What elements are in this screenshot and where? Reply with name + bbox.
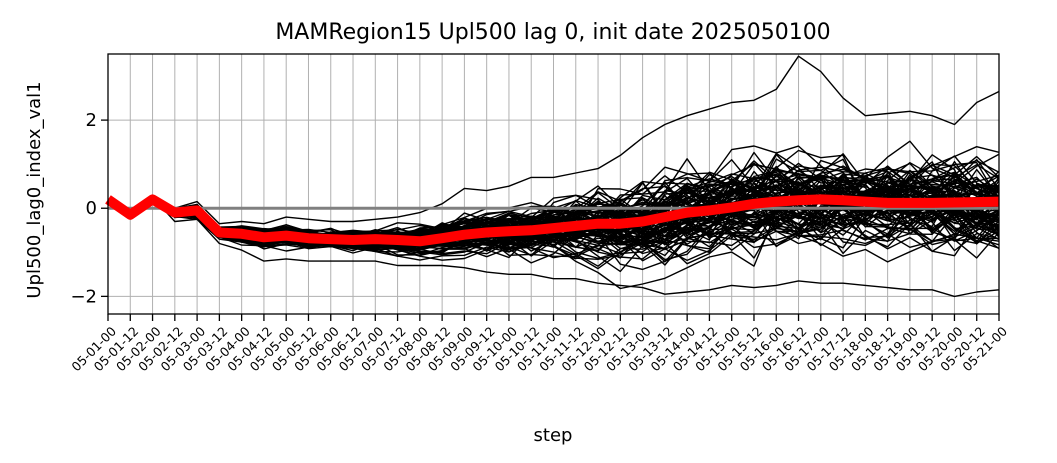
y-axis-label: Upl500_lag0_index_val1 bbox=[24, 81, 45, 298]
ensemble-member-line bbox=[107, 186, 1000, 259]
y-tick-label: 0 bbox=[86, 198, 97, 219]
ensemble-mean-line bbox=[105, 194, 1000, 247]
y-axis-ticks: −2 0 2 bbox=[70, 110, 108, 307]
x-axis-label: step bbox=[534, 425, 573, 446]
ensemble-max-member-line bbox=[107, 55, 1000, 225]
y-tick-label: 2 bbox=[86, 110, 97, 131]
ensemble-mean bbox=[105, 194, 1000, 247]
ensemble-member-line bbox=[107, 171, 1000, 250]
y-tick-label: −2 bbox=[70, 286, 97, 307]
grid-lines bbox=[107, 54, 1000, 314]
ensemble-min-member-line bbox=[107, 196, 1000, 298]
chart-title: MAMRegion15 Upl500 lag 0, init date 2025… bbox=[275, 20, 830, 45]
